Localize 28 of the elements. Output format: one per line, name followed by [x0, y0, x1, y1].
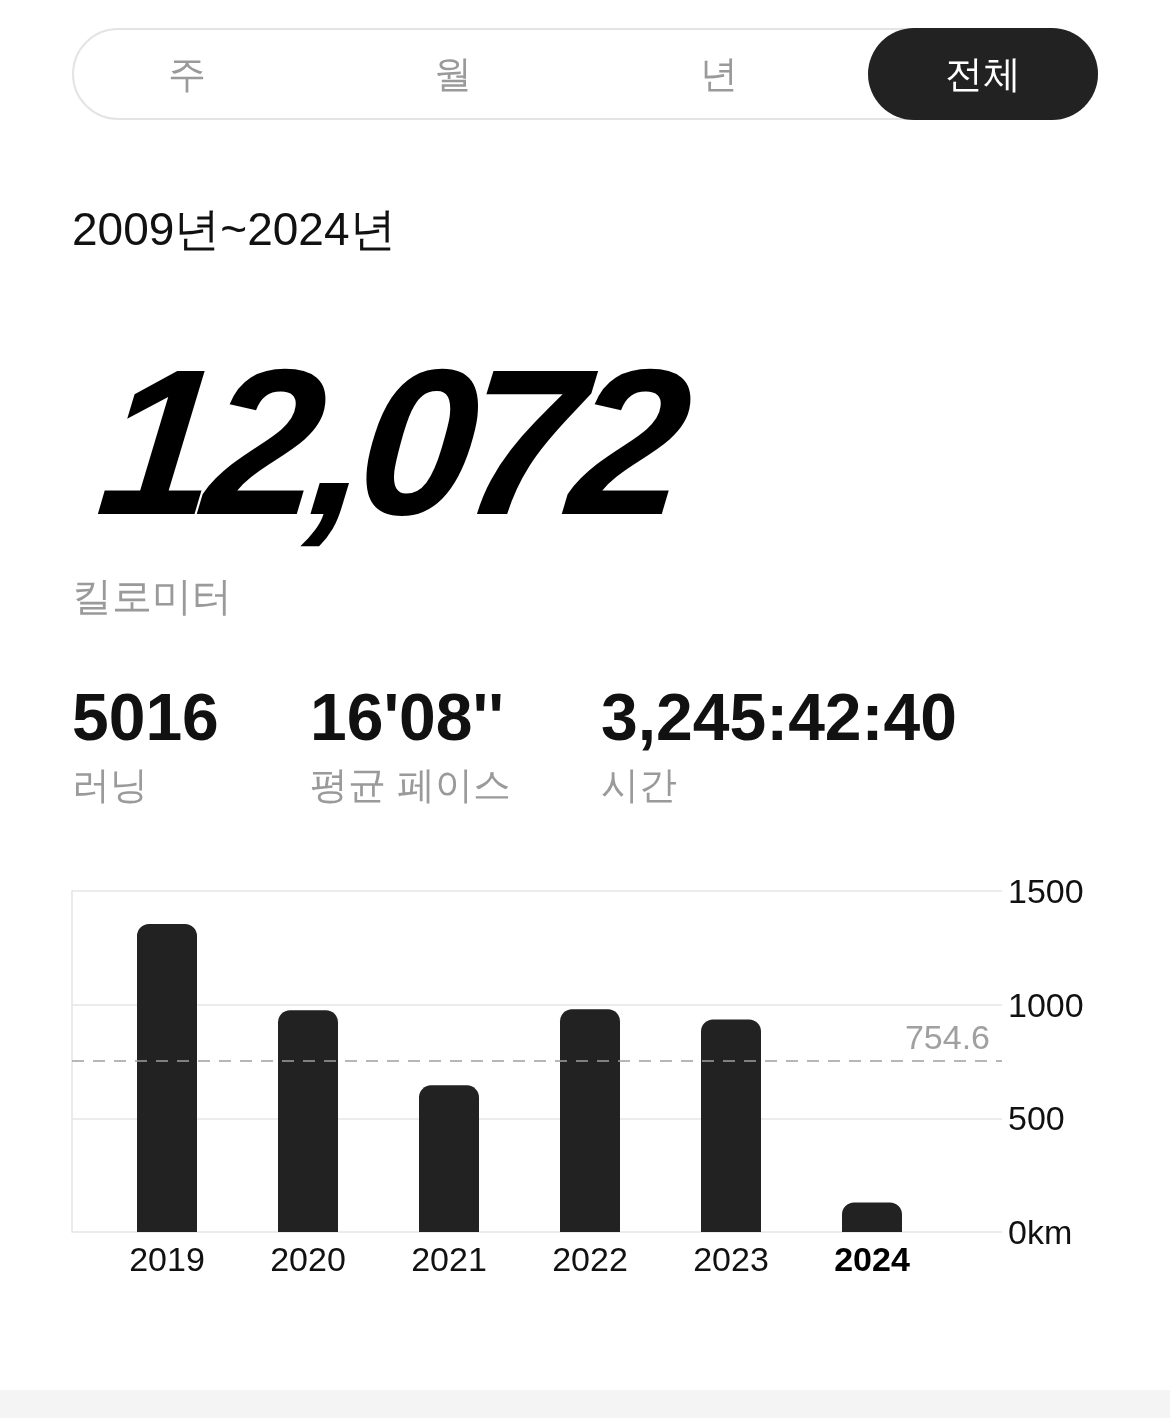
bar	[701, 1019, 761, 1232]
text: 2009년~2024년	[72, 203, 396, 255]
x-tick-label: 2020	[270, 1240, 346, 1278]
x-tick-label: 2023	[693, 1240, 769, 1278]
x-tick-label: 2019	[129, 1240, 205, 1278]
text: 5016	[72, 680, 219, 754]
bar	[137, 923, 197, 1232]
bar	[278, 1010, 338, 1232]
text: 3,245:42:40	[601, 680, 957, 754]
text: 12,072	[89, 326, 691, 558]
x-tick-label: 2024	[834, 1240, 910, 1278]
bar	[560, 1009, 620, 1232]
x-tick-label: 2021	[411, 1240, 487, 1278]
y-tick-label: 0km	[1008, 1213, 1073, 1251]
bar	[842, 1202, 902, 1232]
ref-line-label: 754.6	[904, 1018, 990, 1057]
y-tick-label: 1000	[1008, 985, 1084, 1024]
tab-switcher: 주 월 년 전체	[72, 28, 1098, 120]
bar	[419, 1085, 479, 1232]
text: 평균 페이스	[310, 764, 511, 806]
y-tick-label: 500	[1008, 1099, 1065, 1138]
text: 16'08''	[310, 680, 504, 754]
selected-tab: 전체	[868, 28, 1098, 120]
y-tick-label: 1500	[1008, 872, 1084, 910]
text: 킬로미터	[72, 574, 232, 618]
text: 러닝	[72, 764, 148, 806]
x-tick-label: 2022	[552, 1240, 628, 1278]
text: 시간	[601, 764, 677, 806]
